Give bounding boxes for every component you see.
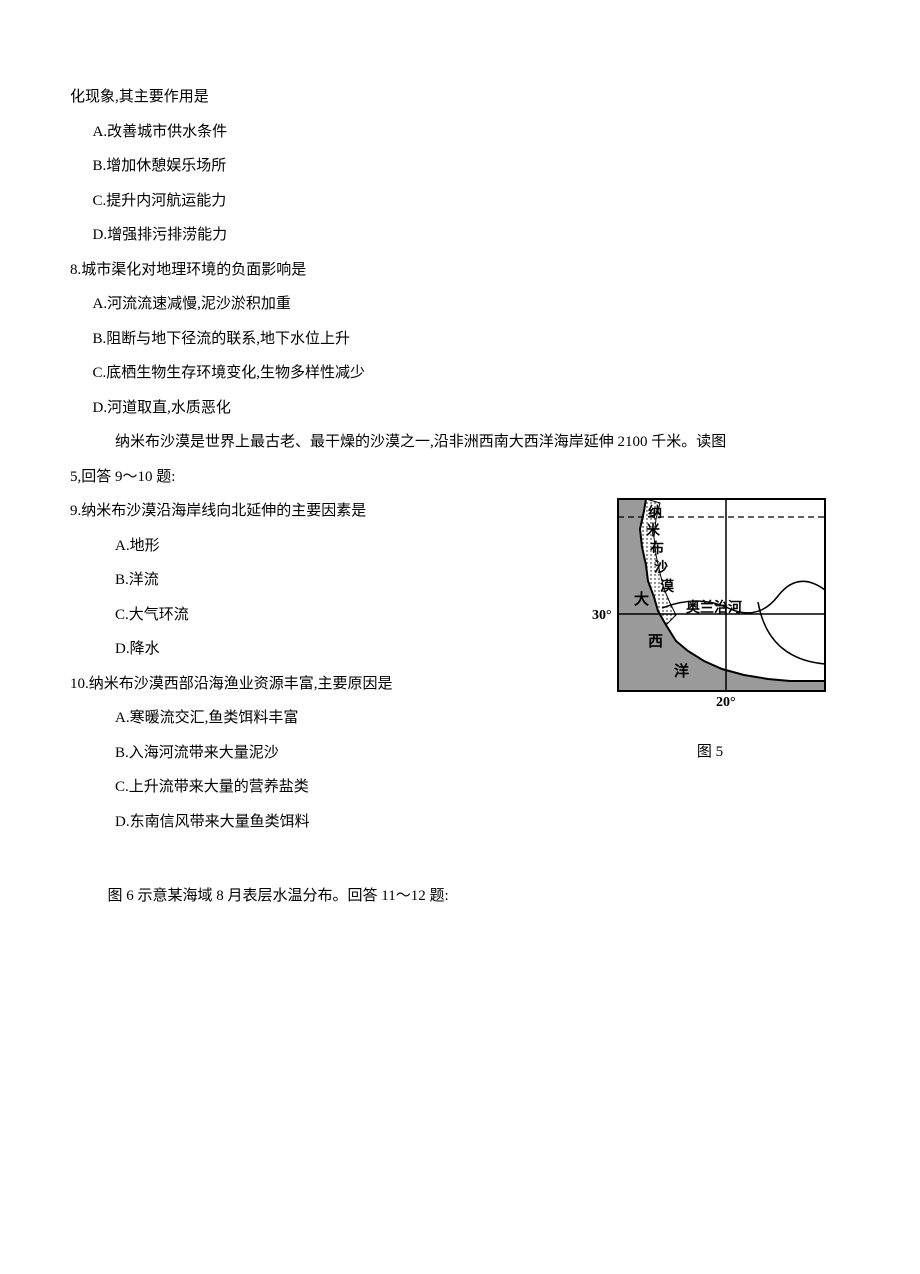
figure-5-caption: 图 5 <box>580 735 840 770</box>
svg-text:大: 大 <box>634 590 649 608</box>
q9-option-c: C.大气环流 <box>70 598 610 633</box>
q9-option-d: D.降水 <box>70 632 610 667</box>
q7-option-d: D.增强排污排涝能力 <box>70 218 850 253</box>
passage-11-12: 图 6 示意某海域 8 月表层水温分布。回答 11～12 题: <box>70 879 850 914</box>
q10-stem: 10.纳米布沙漠西部沿海渔业资源丰富,主要原因是 <box>70 667 610 702</box>
passage-9-10-line2: 5,回答 9～10 题: <box>70 460 850 495</box>
q7-option-c: C.提升内河航运能力 <box>70 184 850 219</box>
svg-text:西: 西 <box>648 633 663 650</box>
q9-stem: 9.纳米布沙漠沿海岸线向北延伸的主要因素是 <box>70 494 610 529</box>
q10-option-c: C.上升流带来大量的营养盐类 <box>70 770 610 805</box>
svg-text:沙: 沙 <box>654 560 668 576</box>
q7-option-b: B.增加休憩娱乐场所 <box>70 149 850 184</box>
svg-text:20°: 20° <box>716 695 736 710</box>
q7-stem-tail: 化现象,其主要作用是 <box>70 80 850 115</box>
q10-option-a: A.寒暖流交汇,鱼类饵料丰富 <box>70 701 610 736</box>
figure-5: 纳米布沙漠大西洋 奥兰治河 30° 20° 图 5 <box>580 494 840 770</box>
q9-option-b: B.洋流 <box>70 563 610 598</box>
q10-option-d: D.东南信风带来大量鱼类饵料 <box>70 805 610 840</box>
svg-text:30°: 30° <box>592 608 612 623</box>
svg-text:洋: 洋 <box>674 662 689 680</box>
svg-text:漠: 漠 <box>660 578 675 595</box>
q7-option-a: A.改善城市供水条件 <box>70 115 850 150</box>
q10-option-b: B.入海河流带来大量泥沙 <box>70 736 610 771</box>
svg-text:纳: 纳 <box>648 504 662 521</box>
q9-option-a: A.地形 <box>70 529 610 564</box>
q8-option-c: C.底栖生物生存环境变化,生物多样性减少 <box>70 356 850 391</box>
q8-option-a: A.河流流速减慢,泥沙淤积加重 <box>70 287 850 322</box>
passage-9-10-line1: 纳米布沙漠是世界上最古老、最干燥的沙漠之一,沿非洲西南大西洋海岸延伸 2100 … <box>70 425 850 460</box>
svg-text:米: 米 <box>646 522 661 539</box>
q8-stem: 8.城市渠化对地理环境的负面影响是 <box>70 253 850 288</box>
map-svg: 纳米布沙漠大西洋 奥兰治河 30° 20° <box>590 494 830 729</box>
svg-text:奥兰治河: 奥兰治河 <box>686 599 742 616</box>
q8-option-b: B.阻断与地下径流的联系,地下水位上升 <box>70 322 850 357</box>
svg-text:布: 布 <box>650 540 664 557</box>
q8-option-d: D.河道取直,水质恶化 <box>70 391 850 426</box>
